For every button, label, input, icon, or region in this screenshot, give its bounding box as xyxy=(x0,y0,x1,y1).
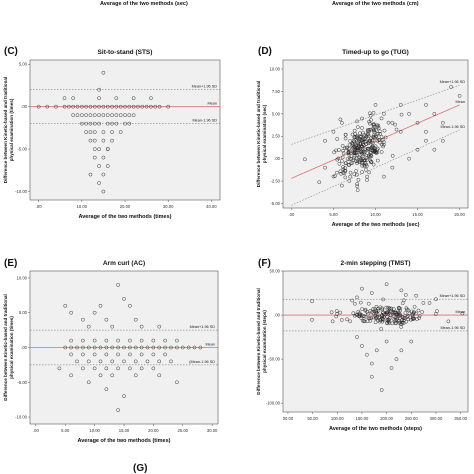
x-tick-label: 20.00 xyxy=(454,212,465,217)
y-axis-title: Difference between Kinetic-based and tra… xyxy=(256,288,267,394)
line-label: Mean+1.96 SD xyxy=(440,80,466,84)
line-label: Mean-1.96 SD xyxy=(193,119,218,123)
y-tick-label: 5.00 xyxy=(19,62,28,67)
line-label: Mean xyxy=(456,310,466,314)
line-label: Mean-1.96 SD xyxy=(441,125,466,129)
chart-title: Timed-up to go (TUG) xyxy=(342,49,409,56)
x-axis-title: Average of the two methods (sec) xyxy=(332,222,420,228)
chart-title: Sit-to-stand (STS) xyxy=(98,49,153,56)
line-label: Mean+1.96 SD xyxy=(192,85,218,89)
line-label: Mean xyxy=(208,102,218,106)
x-tick-label: 50.00 xyxy=(307,416,318,421)
x-tick-label: 00.00 xyxy=(283,416,294,421)
next-panel-label: (G) xyxy=(133,463,147,474)
panel-label: (D) xyxy=(258,46,272,57)
x-tick-label: 5.00 xyxy=(329,212,338,217)
y-tick-label: .00 xyxy=(274,156,280,161)
y-axis-title: Difference between Kinetic-based and tra… xyxy=(256,81,267,187)
x-tick-label: 15.00 xyxy=(119,428,130,433)
x-tick-label: .00 xyxy=(33,428,39,433)
x-tick-label: 350.00 xyxy=(454,416,467,421)
x-axis-title: Average of the two methods (times) xyxy=(77,438,170,444)
y-tick-label: 5.00 xyxy=(272,111,281,116)
y-tick-label: 10.00 xyxy=(17,275,28,280)
x-tick-label: 5.00 xyxy=(61,428,70,433)
x-tick-label: 40.00 xyxy=(206,204,217,209)
y-tick-label: -10.00 xyxy=(15,415,28,420)
y-tick-label: 7.50 xyxy=(272,89,281,94)
x-tick-label: .00 xyxy=(36,204,42,209)
x-tick-label: 10.00 xyxy=(89,428,100,433)
chart-panel-1: (C) Sit-to-stand (STS) .00 10.00 20.00 30.00 4… xyxy=(3,46,220,220)
x-tick-label: 100.00 xyxy=(331,416,344,421)
chart-title: Arm curl (AC) xyxy=(103,260,145,267)
y-axis-title-line-2: physical examination (times) xyxy=(9,98,14,161)
line-label: Mean xyxy=(206,343,216,347)
y-axis-title-line-1: Difference between Kinetic-based and tra… xyxy=(3,294,8,400)
y-tick-label: -5.00 xyxy=(270,201,280,206)
x-tick-label: 300.00 xyxy=(430,416,443,421)
y-tick-label: -100.00 xyxy=(266,401,281,406)
panel-label: (E) xyxy=(4,258,17,269)
y-tick-label: -5.00 xyxy=(17,147,27,152)
y-tick-label: .00 xyxy=(21,345,27,350)
y-tick-label: 2.50 xyxy=(272,134,281,139)
y-axis-title-line-2: physical examination (times) xyxy=(9,316,14,379)
chart-panel-2: (D) Timed-up to go (TUG) .00 5.00 10.00 15.00… xyxy=(256,46,468,228)
y-axis-title-line-2: physical examination (steps) xyxy=(262,310,267,373)
panel-label: (C) xyxy=(4,46,18,57)
y-tick-label: 5.00 xyxy=(19,310,28,315)
chart-title: 2-min stepping (TMST) xyxy=(340,260,410,267)
y-tick-label: -50.00 xyxy=(268,357,281,362)
y-axis-title: Difference between Kinetic-based and tra… xyxy=(3,77,14,183)
line-label: (Mean-1.96 SD xyxy=(189,360,215,364)
y-tick-label: -10.00 xyxy=(15,189,28,194)
x-tick-label: 10.00 xyxy=(370,212,381,217)
y-axis-title-line-1: Difference between Kinetic-based and tra… xyxy=(256,288,261,394)
plot-area xyxy=(283,271,468,412)
x-tick-label: 200.00 xyxy=(380,416,393,421)
x-tick-label: .00 xyxy=(288,212,294,217)
x-tick-label: 15.00 xyxy=(412,212,423,217)
x-tick-label: 20.00 xyxy=(120,204,131,209)
x-axis-title: Average of the two methods (times) xyxy=(78,214,171,220)
y-tick-label: 50.00 xyxy=(270,269,281,274)
line-label: Mean+1.96 SD xyxy=(440,294,466,298)
x-tick-label: 150.00 xyxy=(356,416,369,421)
y-tick-label: -5.00 xyxy=(17,380,27,385)
x-tick-label: 250.00 xyxy=(405,416,418,421)
x-axis-title: Average of the two methods (steps) xyxy=(329,426,422,432)
x-tick-label: 25.00 xyxy=(178,428,189,433)
chart-panel-3: (E) Arm curl (AC) .00 5.00 10.00 15.00 20.00 25… xyxy=(3,258,218,444)
line-label: Mean xyxy=(456,100,466,104)
y-tick-label: 10.00 xyxy=(270,66,281,71)
x-tick-label: 30.00 xyxy=(207,428,218,433)
y-tick-label: -2.50 xyxy=(270,179,280,184)
y-tick-label: .00 xyxy=(274,313,280,318)
y-axis-title-line-2: physical examination (sec) xyxy=(262,104,267,163)
x-tick-label: 20.00 xyxy=(148,428,159,433)
y-tick-label: .00 xyxy=(21,104,27,109)
y-axis-title: Difference between Kinetic-based and tra… xyxy=(3,294,14,400)
chart-panel-4: (F) 2-min stepping (TMST) 00.00 50.00 100.00… xyxy=(256,258,468,432)
line-label: Mean-1.96 SD xyxy=(441,326,466,330)
x-tick-label: 30.00 xyxy=(163,204,174,209)
x-tick-label: 10.00 xyxy=(77,204,88,209)
plot-area xyxy=(30,60,220,200)
y-axis-title-line-1: Difference between Kinetic-based and tra… xyxy=(3,77,8,183)
y-axis-title-line-1: Difference between Kinetic-based and tra… xyxy=(256,81,261,187)
panel-label: (F) xyxy=(258,258,271,269)
line-label: Mean+1.96 SD xyxy=(190,325,216,329)
